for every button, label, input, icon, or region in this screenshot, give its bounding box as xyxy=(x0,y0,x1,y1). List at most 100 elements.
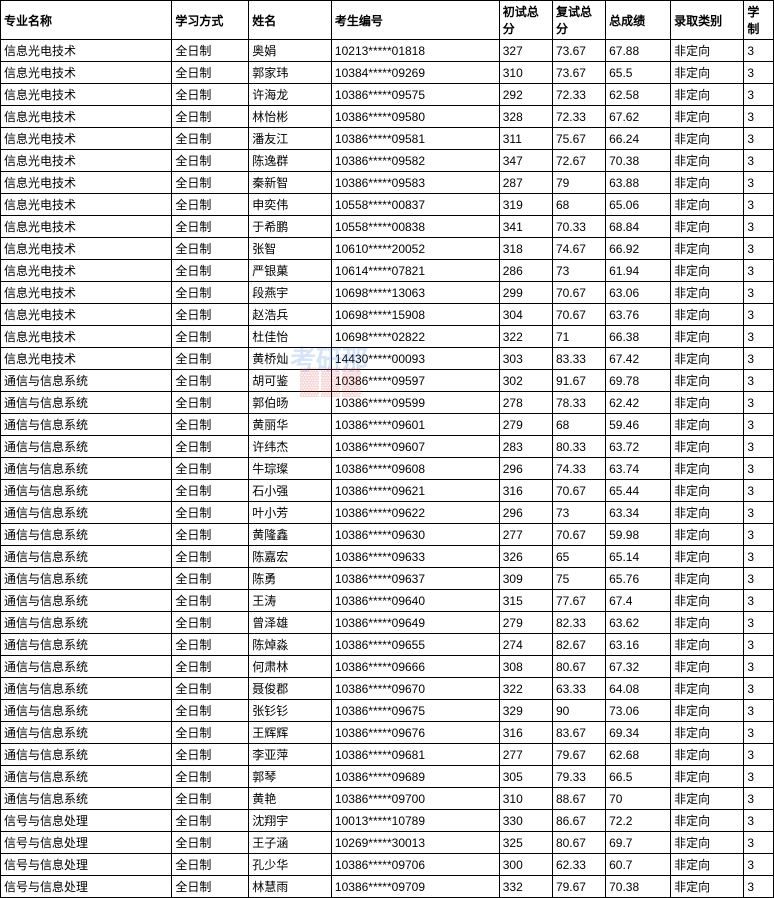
table-cell: 信息光电技术 xyxy=(1,172,172,194)
table-cell: 非定向 xyxy=(671,40,744,62)
table-cell: 10386*****09621 xyxy=(331,480,499,502)
table-cell: 陈焯淼 xyxy=(249,634,332,656)
table-cell: 林怡彬 xyxy=(249,106,332,128)
table-cell: 通信与信息系统 xyxy=(1,502,172,524)
table-cell: 3 xyxy=(744,348,774,370)
table-cell: 66.24 xyxy=(606,128,671,150)
table-cell: 全日制 xyxy=(172,810,249,832)
table-row: 信息光电技术全日制奥娟10213*****0181832773.6767.88非… xyxy=(1,40,774,62)
table-cell: 10386*****09582 xyxy=(331,150,499,172)
table-cell: 全日制 xyxy=(172,238,249,260)
table-cell: 63.76 xyxy=(606,304,671,326)
table-cell: 通信与信息系统 xyxy=(1,458,172,480)
table-cell: 90 xyxy=(552,700,605,722)
table-cell: 63.72 xyxy=(606,436,671,458)
table-cell: 信号与信息处理 xyxy=(1,876,172,898)
table-cell: 286 xyxy=(499,260,552,282)
table-row: 信息光电技术全日制郭家玮10384*****0926931073.6765.5非… xyxy=(1,62,774,84)
table-cell: 75.67 xyxy=(552,128,605,150)
table-cell: 3 xyxy=(744,194,774,216)
table-cell: 陈勇 xyxy=(249,568,332,590)
table-cell: 3 xyxy=(744,832,774,854)
table-cell: 10386*****09640 xyxy=(331,590,499,612)
table-cell: 10386*****09601 xyxy=(331,414,499,436)
table-cell: 3 xyxy=(744,282,774,304)
table-row: 通信与信息系统全日制黄丽华10386*****096012796859.46非定… xyxy=(1,414,774,436)
table-cell: 70.38 xyxy=(606,876,671,898)
table-cell: 全日制 xyxy=(172,480,249,502)
table-cell: 332 xyxy=(499,876,552,898)
table-cell: 王涛 xyxy=(249,590,332,612)
table-cell: 3 xyxy=(744,128,774,150)
table-cell: 3 xyxy=(744,546,774,568)
table-cell: 全日制 xyxy=(172,634,249,656)
col-header-7: 录取类别 xyxy=(671,1,744,40)
table-cell: 68 xyxy=(552,414,605,436)
table-cell: 3 xyxy=(744,326,774,348)
table-cell: 全日制 xyxy=(172,40,249,62)
col-header-5: 复试总分 xyxy=(552,1,605,40)
table-cell: 信息光电技术 xyxy=(1,40,172,62)
table-cell: 10698*****02822 xyxy=(331,326,499,348)
table-row: 通信与信息系统全日制何肃林10386*****0966630880.6767.3… xyxy=(1,656,774,678)
table-cell: 非定向 xyxy=(671,106,744,128)
table-row: 通信与信息系统全日制许纬杰10386*****0960728380.3363.7… xyxy=(1,436,774,458)
table-cell: 3 xyxy=(744,370,774,392)
table-cell: 274 xyxy=(499,634,552,656)
table-cell: 71 xyxy=(552,326,605,348)
table-cell: 279 xyxy=(499,414,552,436)
table-cell: 65.76 xyxy=(606,568,671,590)
table-cell: 74.67 xyxy=(552,238,605,260)
table-cell: 59.98 xyxy=(606,524,671,546)
table-cell: 63.62 xyxy=(606,612,671,634)
table-cell: 郭琴 xyxy=(249,766,332,788)
table-cell: 信号与信息处理 xyxy=(1,810,172,832)
table-cell: 10386*****09709 xyxy=(331,876,499,898)
table-cell: 316 xyxy=(499,722,552,744)
table-cell: 63.34 xyxy=(606,502,671,524)
table-cell: 全日制 xyxy=(172,744,249,766)
table-cell: 全日制 xyxy=(172,436,249,458)
table-cell: 10386*****09649 xyxy=(331,612,499,634)
table-cell: 65.44 xyxy=(606,480,671,502)
table-cell: 信息光电技术 xyxy=(1,128,172,150)
table-cell: 73.67 xyxy=(552,62,605,84)
table-cell: 3 xyxy=(744,436,774,458)
table-cell: 通信与信息系统 xyxy=(1,524,172,546)
table-cell: 非定向 xyxy=(671,524,744,546)
table-cell: 66.38 xyxy=(606,326,671,348)
table-cell: 302 xyxy=(499,370,552,392)
table-cell: 330 xyxy=(499,810,552,832)
table-cell: 非定向 xyxy=(671,304,744,326)
table-cell: 全日制 xyxy=(172,612,249,634)
table-cell: 全日制 xyxy=(172,502,249,524)
table-cell: 非定向 xyxy=(671,634,744,656)
table-cell: 王子涵 xyxy=(249,832,332,854)
table-cell: 322 xyxy=(499,678,552,700)
table-cell: 3 xyxy=(744,84,774,106)
table-cell: 全日制 xyxy=(172,854,249,876)
table-cell: 67.4 xyxy=(606,590,671,612)
table-cell: 全日制 xyxy=(172,832,249,854)
table-cell: 沈翔宇 xyxy=(249,810,332,832)
table-cell: 3 xyxy=(744,568,774,590)
col-header-8: 学制 xyxy=(744,1,774,40)
table-cell: 67.88 xyxy=(606,40,671,62)
table-cell: 310 xyxy=(499,788,552,810)
table-cell: 黄艳 xyxy=(249,788,332,810)
table-cell: 赵浩兵 xyxy=(249,304,332,326)
table-cell: 非定向 xyxy=(671,194,744,216)
table-cell: 信息光电技术 xyxy=(1,282,172,304)
table-cell: 3 xyxy=(744,854,774,876)
table-cell: 91.67 xyxy=(552,370,605,392)
table-cell: 3 xyxy=(744,414,774,436)
table-cell: 79.67 xyxy=(552,744,605,766)
table-cell: 全日制 xyxy=(172,84,249,106)
table-cell: 63.06 xyxy=(606,282,671,304)
table-container: 考研那 ▓▓▓ 专业名称学习方式姓名考生编号初试总分复试总分总成绩录取类别学制 … xyxy=(0,0,774,898)
table-cell: 3 xyxy=(744,458,774,480)
table-cell: 65.5 xyxy=(606,62,671,84)
table-cell: 70.38 xyxy=(606,150,671,172)
table-cell: 非定向 xyxy=(671,590,744,612)
table-cell: 非定向 xyxy=(671,84,744,106)
